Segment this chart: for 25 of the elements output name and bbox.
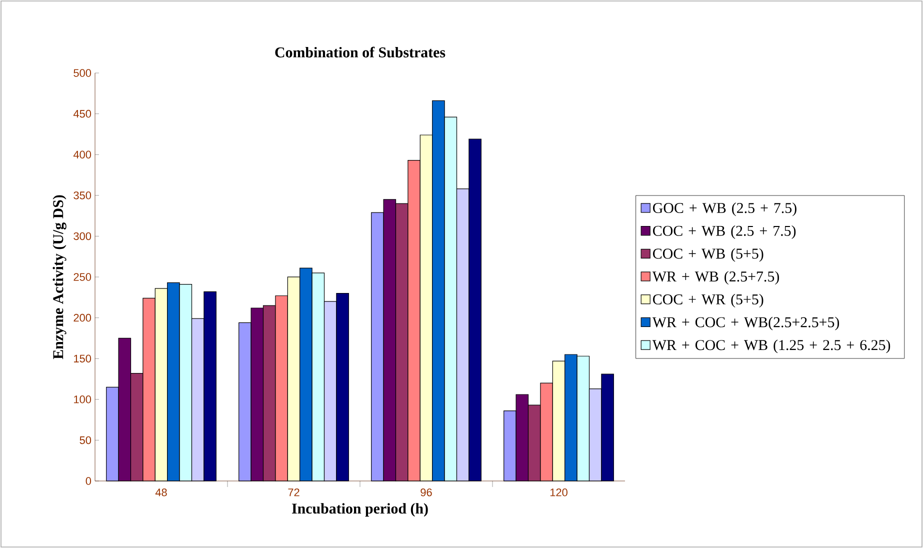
y-tick-label: 150 (74, 354, 92, 362)
x-tick-label: 72 (288, 488, 300, 496)
x-axis-title: Incubation period (h) (292, 503, 428, 517)
y-tick-label: 350 (74, 192, 92, 200)
x-tick-label: 120 (550, 488, 568, 496)
x-tick-label: 96 (420, 488, 432, 496)
legend-label: COC + WR (5+5) (653, 294, 764, 308)
y-tick-label: 250 (74, 273, 92, 281)
chart-title: Combination of Substrates (275, 46, 446, 58)
y-tick-label: 400 (73, 150, 92, 158)
y-tick-label: 100 (74, 396, 92, 404)
legend-label: GOC + WB (2.5 + 7.5) (653, 202, 796, 216)
x-tick-label: 48 (155, 488, 167, 496)
y-axis-title: Enzyme Activity (U/g DS) (52, 195, 66, 360)
y-tick-label: 300 (74, 232, 92, 240)
legend-label: WR + COC + WB(2.5+2.5+5) (652, 316, 840, 330)
y-tick-label: 500 (74, 69, 92, 77)
legend-label: WR + COC + WB (1.25 + 2.5 + 6.25) (652, 340, 890, 354)
y-tick-label: 0 (86, 477, 92, 485)
legend-label: COC + WB (2.5 + 7.5) (653, 225, 796, 239)
y-tick-label: 450 (73, 110, 92, 118)
legend-label: COC + WB (5+5) (653, 248, 764, 262)
y-tick-label: 200 (74, 314, 92, 322)
legend-label: WR + WB (2.5+7.5) (652, 271, 779, 285)
y-tick-label: 50 (80, 436, 92, 444)
